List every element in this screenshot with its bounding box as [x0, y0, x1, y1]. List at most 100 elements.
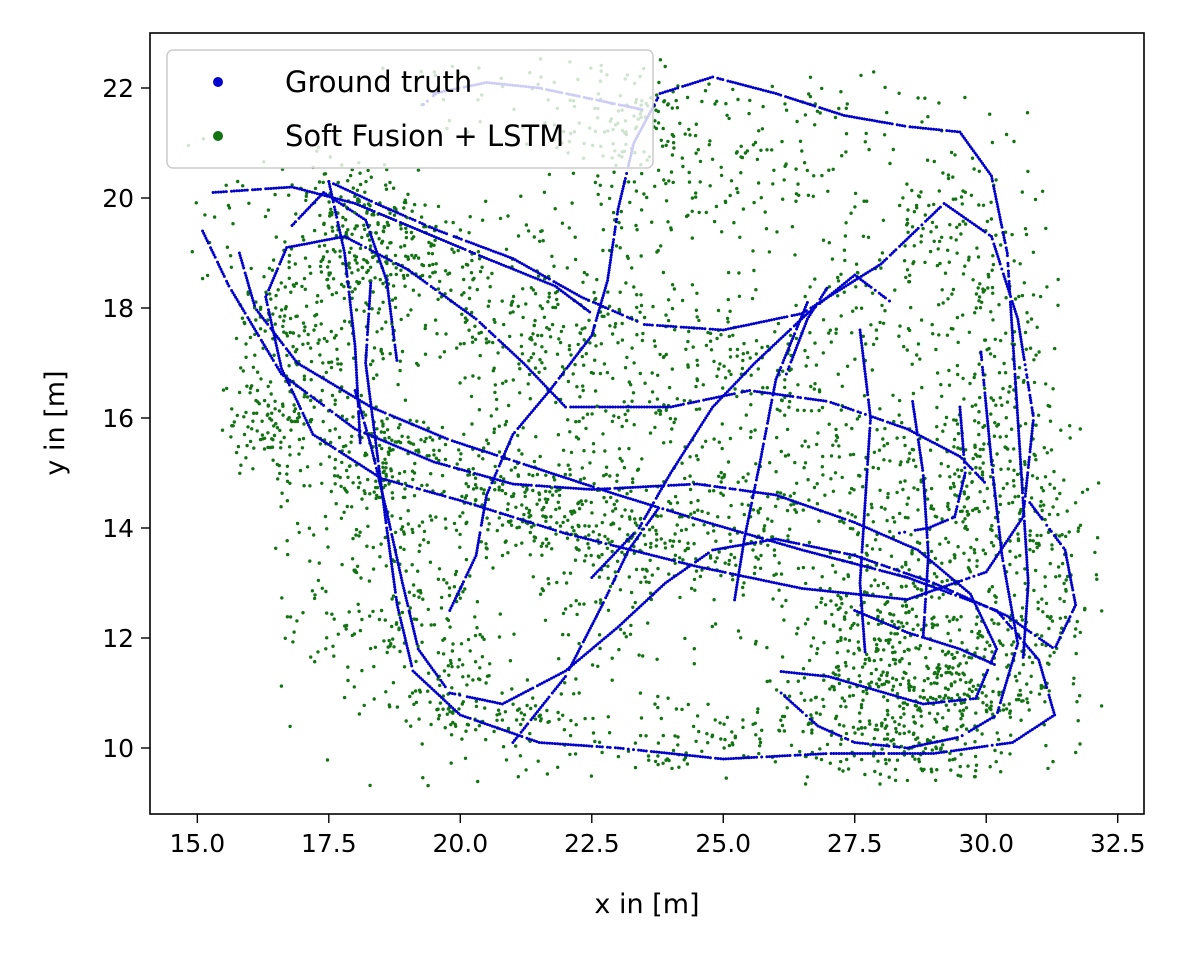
- fusion-point: [474, 699, 479, 703]
- fusion-point: [872, 70, 876, 74]
- fusion-point: [333, 427, 337, 431]
- fusion-point: [925, 664, 929, 668]
- fusion-point: [728, 193, 732, 198]
- ground-truth-point: [355, 461, 359, 465]
- ground-truth-point: [930, 589, 934, 593]
- ground-truth-point: [986, 568, 990, 572]
- ground-truth-point: [472, 242, 476, 246]
- fusion-point: [541, 239, 545, 243]
- fusion-point: [328, 214, 332, 218]
- fusion-point: [538, 239, 542, 243]
- fusion-point: [719, 491, 723, 495]
- fusion-point: [845, 364, 850, 368]
- fusion-point: [844, 664, 848, 668]
- fusion-point: [248, 439, 253, 444]
- ground-truth-point: [334, 183, 338, 187]
- ground-truth-point: [1029, 442, 1033, 446]
- fusion-point: [675, 501, 680, 505]
- fusion-point: [700, 749, 704, 753]
- fusion-point: [948, 223, 952, 227]
- fusion-point: [379, 349, 383, 353]
- fusion-point: [659, 716, 663, 721]
- fusion-point: [857, 648, 862, 652]
- fusion-point: [994, 534, 998, 538]
- ground-truth-point: [928, 590, 931, 594]
- fusion-point: [504, 247, 509, 251]
- fusion-point: [371, 255, 375, 259]
- fusion-point: [891, 645, 895, 649]
- fusion-point: [554, 532, 558, 536]
- fusion-point: [765, 148, 769, 152]
- fusion-point: [666, 139, 670, 144]
- fusion-point: [873, 538, 878, 542]
- fusion-point: [368, 783, 372, 788]
- fusion-point: [368, 646, 373, 651]
- fusion-point: [949, 150, 954, 155]
- fusion-point: [948, 475, 952, 479]
- fusion-point: [965, 693, 970, 697]
- fusion-point: [944, 415, 949, 420]
- fusion-point: [941, 301, 945, 305]
- fusion-point: [359, 576, 363, 580]
- fusion-point: [239, 463, 243, 467]
- fusion-point: [770, 84, 774, 89]
- fusion-point: [532, 535, 536, 539]
- fusion-point: [1035, 533, 1039, 538]
- fusion-point: [656, 741, 661, 745]
- fusion-point: [396, 382, 400, 387]
- fusion-point: [969, 678, 973, 682]
- fusion-point: [996, 677, 1000, 681]
- fusion-point: [248, 335, 253, 340]
- ground-truth-point: [493, 510, 497, 513]
- fusion-point: [358, 530, 362, 534]
- ground-truth-point: [425, 281, 429, 285]
- fusion-point: [766, 543, 770, 547]
- fusion-point: [708, 184, 712, 188]
- fusion-point: [654, 528, 658, 533]
- fusion-point: [802, 676, 807, 680]
- ground-truth-point: [1021, 353, 1025, 356]
- fusion-point: [834, 427, 838, 432]
- fusion-point: [716, 367, 721, 371]
- fusion-point: [532, 459, 537, 464]
- fusion-point: [729, 179, 734, 183]
- fusion-point: [724, 776, 728, 780]
- fusion-point: [663, 64, 667, 69]
- fusion-point: [574, 546, 578, 550]
- fusion-point: [644, 488, 649, 492]
- ground-truth-point: [828, 590, 832, 593]
- fusion-point: [326, 284, 330, 288]
- fusion-point: [571, 171, 576, 175]
- fusion-point: [398, 223, 403, 227]
- fusion-point: [366, 168, 370, 173]
- fusion-point: [706, 741, 710, 745]
- ground-truth-point: [461, 499, 465, 503]
- fusion-point: [1015, 472, 1020, 477]
- fusion-point: [553, 291, 558, 295]
- fusion-point: [440, 425, 445, 430]
- fusion-point: [647, 758, 651, 762]
- fusion-point: [807, 498, 811, 502]
- fusion-point: [593, 298, 597, 302]
- fusion-point: [283, 314, 287, 318]
- fusion-point: [478, 677, 482, 682]
- fusion-point: [905, 702, 910, 707]
- fusion-point: [529, 514, 533, 518]
- fusion-point: [433, 238, 437, 242]
- fusion-point: [848, 453, 853, 457]
- ground-truth-point: [769, 580, 773, 584]
- fusion-point: [722, 364, 726, 368]
- fusion-point: [439, 606, 444, 610]
- fusion-point: [410, 527, 414, 532]
- fusion-point: [1051, 387, 1055, 391]
- ground-truth-point: [990, 561, 994, 565]
- fusion-point: [860, 732, 864, 736]
- fusion-point: [327, 200, 331, 204]
- fusion-point: [446, 664, 450, 668]
- fusion-point: [442, 669, 447, 673]
- fusion-point: [782, 178, 786, 182]
- ground-truth-point: [1027, 455, 1031, 459]
- fusion-point: [620, 514, 624, 518]
- fusion-point: [567, 344, 572, 348]
- fusion-point: [925, 698, 930, 702]
